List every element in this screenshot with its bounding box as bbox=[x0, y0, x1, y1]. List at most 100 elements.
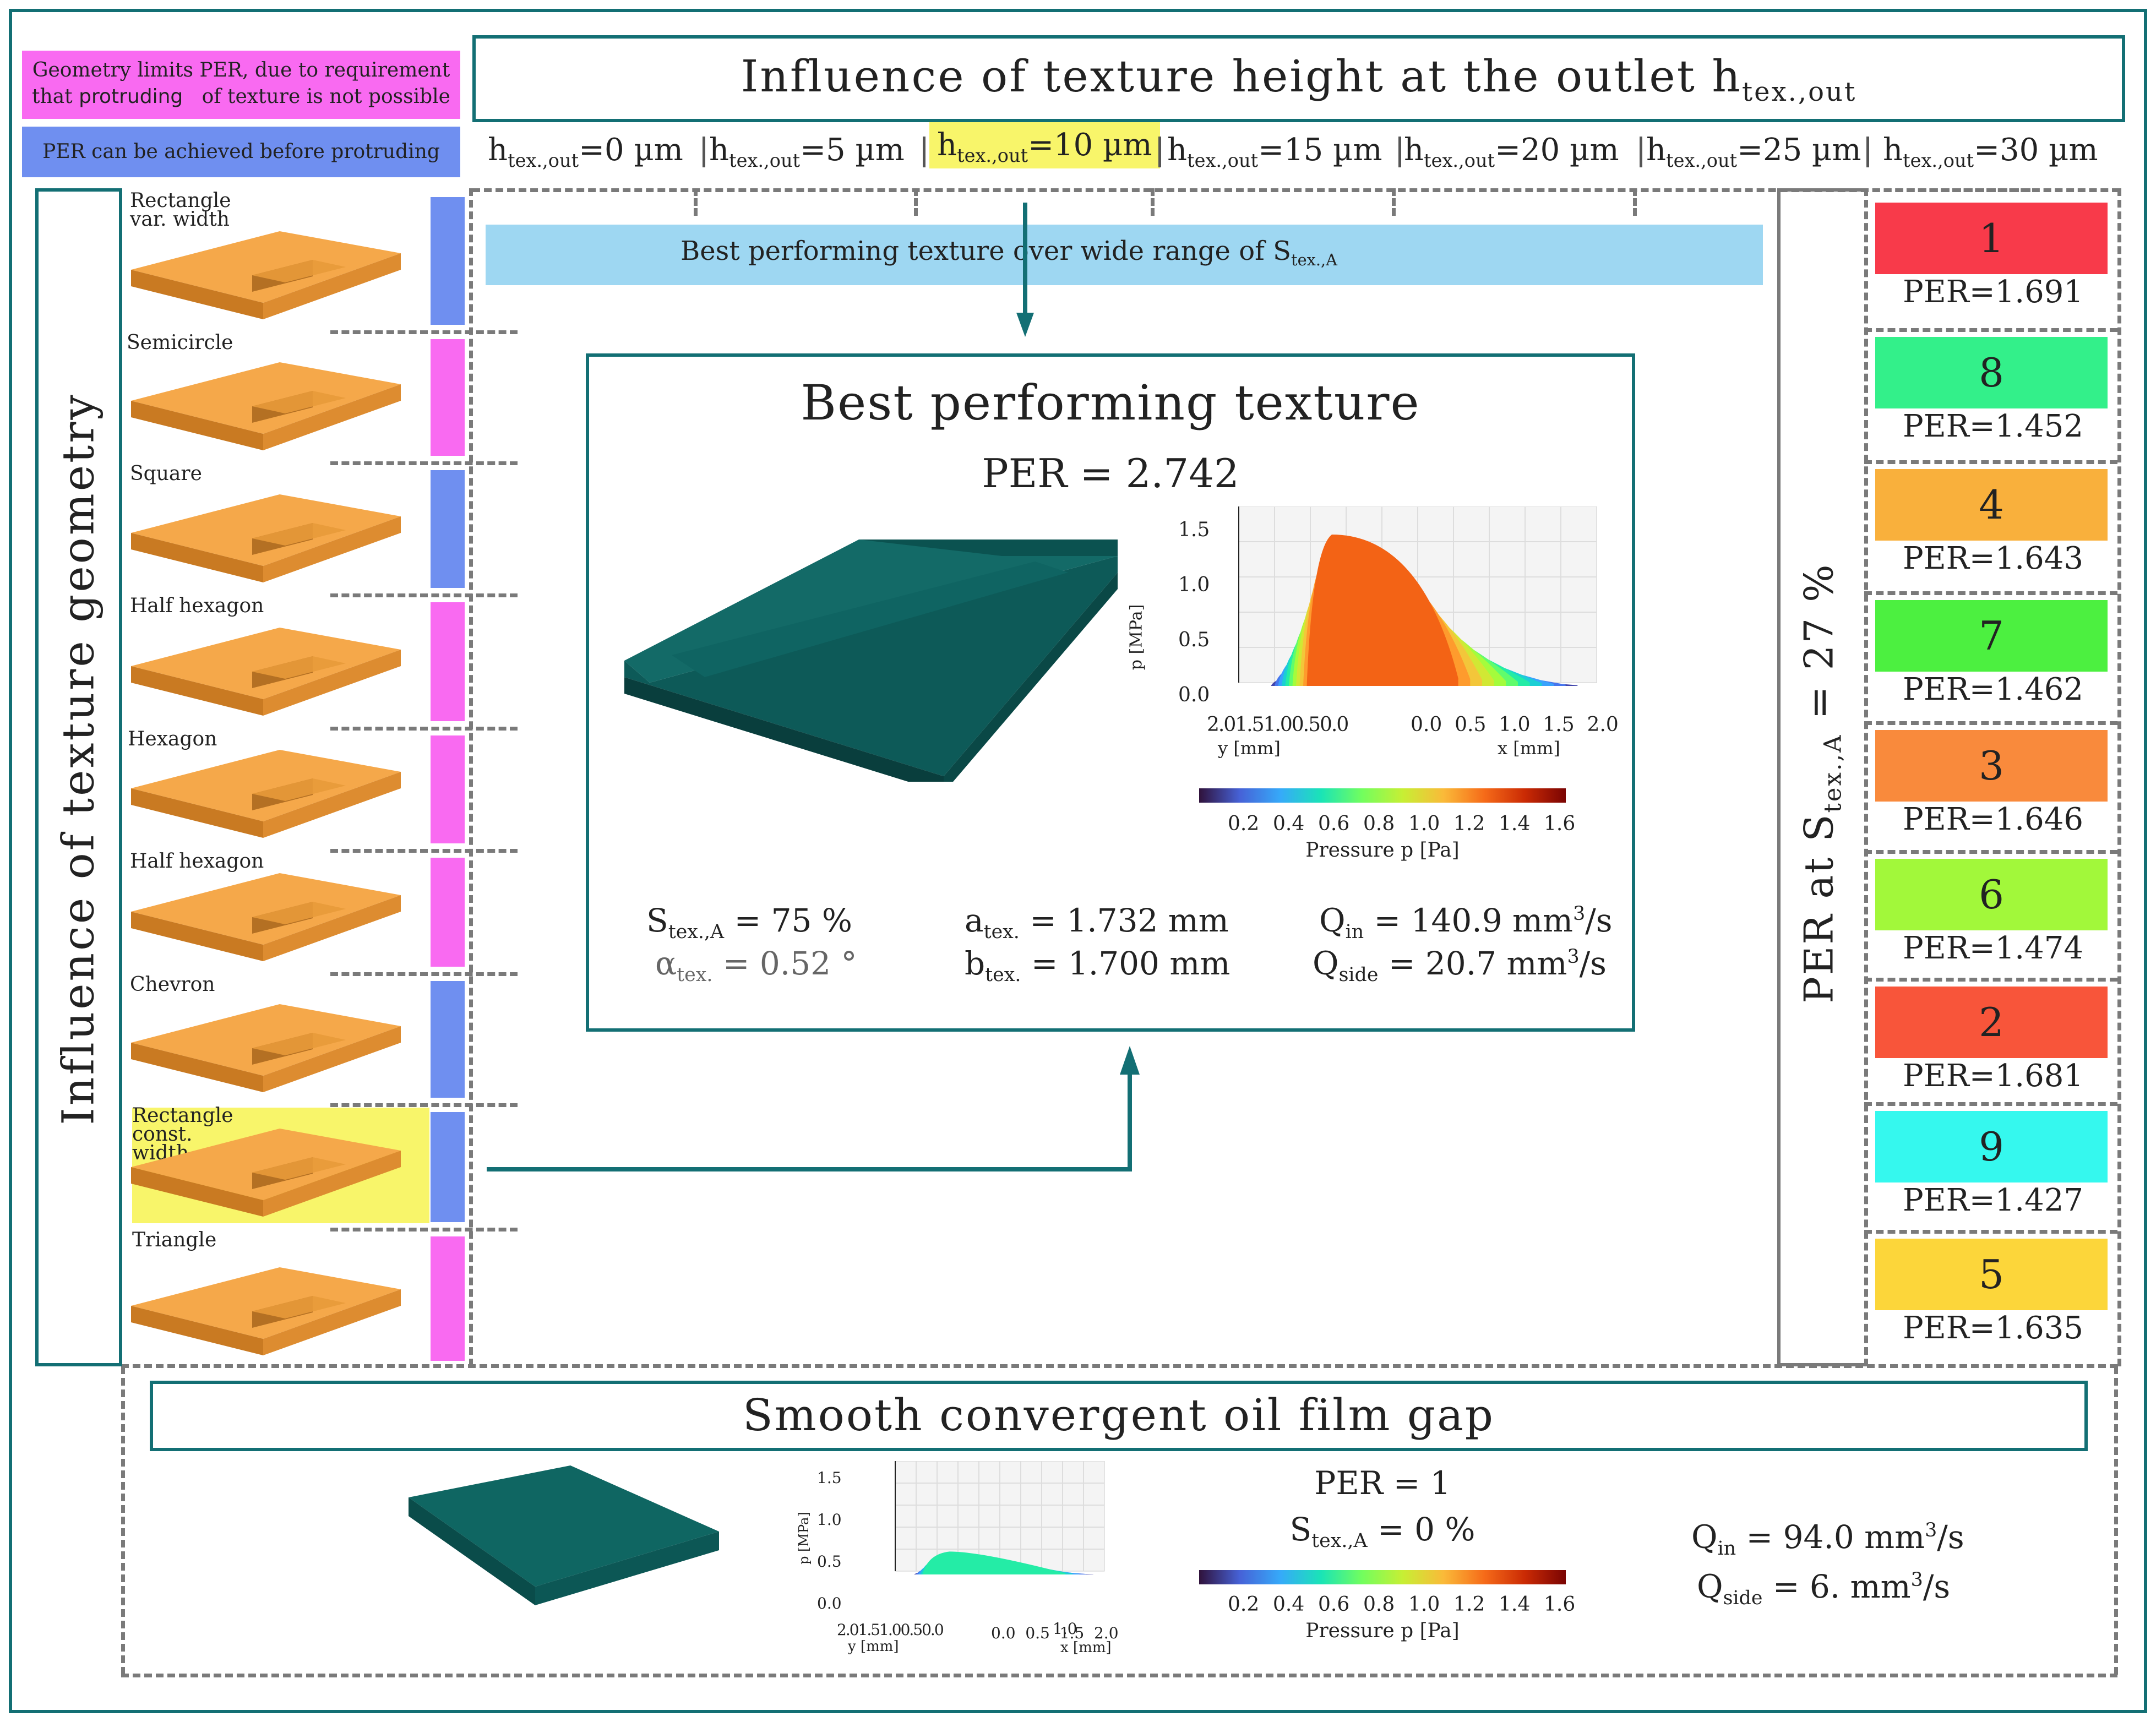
texture-block-icon bbox=[131, 628, 401, 716]
grid-line bbox=[1392, 188, 1396, 216]
geometry-label: Half hexagon bbox=[130, 850, 264, 873]
colorbar-tick: 0.2 bbox=[1228, 1593, 1260, 1616]
best-plot-xticks: 0.0 0.5 1.0 1.5 2.0 bbox=[1411, 713, 1619, 736]
best-texture-box bbox=[586, 353, 1635, 1032]
smooth-qin: Qin = 94.0 mm3/s bbox=[1691, 1518, 1964, 1560]
height-label: htex.,out=30 µm bbox=[1883, 132, 2098, 171]
rank-per: PER=1.474 bbox=[1903, 930, 2083, 966]
height-label: htex.,out=10 µm bbox=[929, 122, 1160, 168]
rank-badge: 5 bbox=[1875, 1239, 2108, 1310]
smooth-plot-yticks: 2.01.51.00.50.0 bbox=[837, 1621, 944, 1639]
height-label: htex.,out=20 µm bbox=[1404, 132, 1619, 171]
smooth-pressure-plot bbox=[895, 1461, 1105, 1574]
grid-line bbox=[330, 593, 518, 597]
grid-line bbox=[2117, 188, 2121, 1366]
colorbar-tick: 1.2 bbox=[1453, 1593, 1485, 1616]
best-a: atex. = 1.732 mm bbox=[965, 902, 1229, 944]
texture-block-icon bbox=[131, 231, 401, 319]
rank-per: PER=1.691 bbox=[1903, 274, 2083, 310]
z-tick-label: 1.0 bbox=[817, 1511, 842, 1529]
rank-badge: 3 bbox=[1875, 730, 2108, 802]
grid-line bbox=[472, 188, 2030, 192]
best-per: PER = 2.742 bbox=[982, 450, 1239, 497]
status-bar-blue bbox=[431, 197, 465, 325]
legend-pink-box: Geometry limits PER, due to requirement … bbox=[22, 51, 460, 119]
best-title: Best performing texture bbox=[801, 374, 1420, 431]
height-label: htex.,out=5 µm bbox=[709, 132, 905, 171]
grid-line bbox=[330, 1103, 518, 1107]
banner-text: Best performing texture over wide range … bbox=[680, 236, 1337, 270]
texture-block-icon bbox=[131, 362, 401, 450]
z-tick-label: 1.5 bbox=[817, 1469, 842, 1487]
height-separator bbox=[1866, 137, 1869, 167]
colorbar-tick: 0.4 bbox=[1273, 813, 1305, 835]
texture-block-icon bbox=[131, 494, 401, 582]
height-separator bbox=[1640, 137, 1642, 167]
grid-line bbox=[1864, 1102, 2117, 1106]
connector-arrow-icon bbox=[487, 1046, 1140, 1171]
grid-line bbox=[1864, 460, 2117, 464]
grid-line bbox=[1633, 188, 1637, 216]
texture-block-icon bbox=[131, 750, 401, 838]
geometry-label: Semicircle bbox=[127, 331, 233, 354]
smooth-qside: Qside = 6. mm3/s bbox=[1697, 1568, 1951, 1610]
colorbar-tick: 0.6 bbox=[1318, 1593, 1350, 1616]
colorbar-tick: 1.2 bbox=[1453, 813, 1485, 835]
colorbar-tick: 0.8 bbox=[1363, 1593, 1395, 1616]
geometry-label: Chevron bbox=[130, 973, 215, 996]
z-tick-label: 0.0 bbox=[1178, 684, 1210, 706]
rank-per: PER=1.427 bbox=[1903, 1182, 2083, 1218]
colorbar-tick: 0.2 bbox=[1228, 813, 1260, 835]
z-tick-label: 1.5 bbox=[1178, 519, 1210, 541]
colorbar-tick: 0.8 bbox=[1363, 813, 1395, 835]
grid-line bbox=[330, 727, 518, 731]
height-label: htex.,out=0 µm bbox=[488, 132, 683, 171]
best-texture-block-icon bbox=[624, 540, 1118, 782]
best-s-tex: Stex.,A = 75 % bbox=[646, 902, 853, 944]
texture-block-icon bbox=[131, 1004, 401, 1092]
smooth-plot-zlabel: p [MPa] bbox=[796, 1512, 812, 1565]
colorbar-tick: 1.6 bbox=[1544, 1593, 1576, 1616]
texture-block-icon bbox=[131, 873, 401, 961]
z-tick-label: 0.5 bbox=[1178, 629, 1210, 651]
banner bbox=[486, 225, 1763, 285]
colorbar-tick: 1.0 bbox=[1408, 1593, 1440, 1616]
rank-badge: 6 bbox=[1875, 859, 2108, 930]
grid-line bbox=[330, 330, 518, 334]
grid-line bbox=[330, 461, 518, 465]
grid-line bbox=[330, 1228, 518, 1231]
legend-pink-line1: Geometry limits PER, due to requirement bbox=[32, 59, 450, 81]
height-label: htex.,out=15 µm bbox=[1167, 132, 1382, 171]
texture-block-icon bbox=[131, 1267, 401, 1355]
smooth-plot-ylabel: y [mm] bbox=[848, 1638, 899, 1655]
rank-per: PER=1.681 bbox=[1903, 1058, 2083, 1094]
grid-line bbox=[1864, 721, 2117, 725]
height-label: htex.,out=25 µm bbox=[1646, 132, 1861, 171]
left-panel-frame bbox=[35, 188, 122, 1366]
grid-line bbox=[2114, 1366, 2118, 1675]
grid-line bbox=[1151, 188, 1155, 216]
geometry-label: Rectangle var. width bbox=[130, 189, 231, 231]
header-title: Influence of texture height at the outle… bbox=[741, 51, 1857, 107]
legend-blue-text: PER can be achieved before protruding bbox=[42, 140, 440, 163]
right-panel-frame bbox=[1777, 188, 1864, 1366]
geometry-label: Hexagon bbox=[128, 728, 217, 750]
z-tick-label: 1.0 bbox=[1178, 574, 1210, 596]
smooth-plot-xticks: 0.0 0.5 1.5 2.0 bbox=[991, 1624, 1119, 1642]
grid-line bbox=[469, 188, 473, 1366]
status-bar-blue bbox=[431, 470, 465, 588]
geometry-label: Triangle bbox=[132, 1229, 217, 1251]
rank-badge: 7 bbox=[1875, 600, 2108, 672]
colorbar-tick: 0.6 bbox=[1318, 813, 1350, 835]
grid-line bbox=[121, 1366, 125, 1675]
rank-badge: 1 bbox=[1875, 203, 2108, 274]
height-separator bbox=[703, 137, 705, 167]
grid-line bbox=[1864, 978, 2117, 982]
height-separator bbox=[923, 137, 925, 167]
rank-per: PER=1.643 bbox=[1903, 541, 2083, 576]
smooth-block-icon bbox=[409, 1465, 719, 1605]
rank-per: PER=1.635 bbox=[1903, 1310, 2083, 1346]
grid-line bbox=[1864, 850, 2117, 854]
grid-line bbox=[330, 972, 518, 976]
